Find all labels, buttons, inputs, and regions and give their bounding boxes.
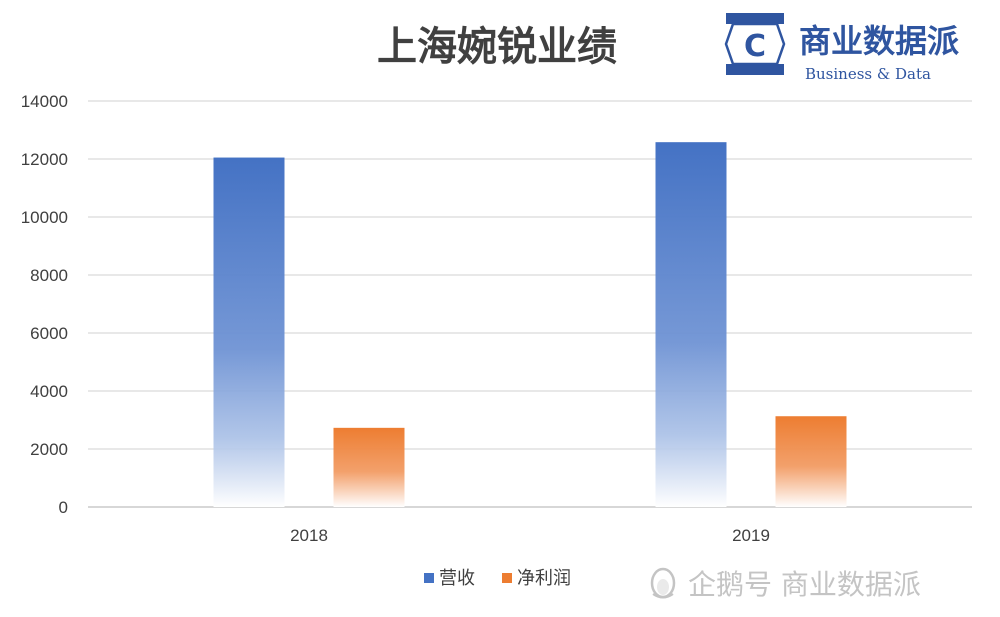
logo-frame — [724, 22, 786, 66]
y-tick-label: 0 — [59, 498, 68, 517]
bar-revenue-2018 — [213, 157, 285, 508]
x-axis-ticks: 2018 2019 — [290, 526, 770, 545]
penguin-icon — [650, 567, 676, 599]
legend-swatch — [424, 573, 434, 583]
legend-label: 营收 — [439, 568, 475, 589]
bar-net-profit-2019 — [775, 416, 847, 507]
legend-label: 净利润 — [517, 568, 571, 589]
y-axis-ticks: 0 2000 4000 6000 8000 10000 12000 14000 — [21, 92, 68, 517]
bar-net-profit-2018 — [333, 427, 405, 507]
y-tick-label: 14000 — [21, 92, 68, 111]
watermark-text: 企鹅号 商业数据派 — [688, 568, 921, 601]
legend-swatch — [502, 573, 512, 583]
chart-title: 上海婉锐业绩 — [377, 24, 617, 70]
logo-letter: C — [744, 29, 766, 64]
y-tick-label: 2000 — [30, 440, 68, 459]
brand-name-en: Business & Data — [805, 65, 931, 83]
bar-revenue-2019 — [655, 142, 727, 507]
logo-bottom-bar — [726, 64, 784, 75]
bars — [213, 142, 847, 508]
logo-top-bar — [726, 13, 784, 24]
y-tick-label: 6000 — [30, 324, 68, 343]
x-tick-label: 2019 — [732, 526, 770, 545]
y-tick-label: 12000 — [21, 150, 68, 169]
x-tick-label: 2018 — [290, 526, 328, 545]
watermark: 企鹅号 商业数据派 — [650, 567, 921, 601]
brand-name-cn: 商业数据派 — [799, 22, 959, 60]
y-tick-label: 4000 — [30, 382, 68, 401]
y-tick-label: 8000 — [30, 266, 68, 285]
legend: 营收 净利润 — [424, 568, 571, 589]
brand-logo: C 商业数据派 Business & Data — [724, 13, 959, 83]
y-tick-label: 10000 — [21, 208, 68, 227]
